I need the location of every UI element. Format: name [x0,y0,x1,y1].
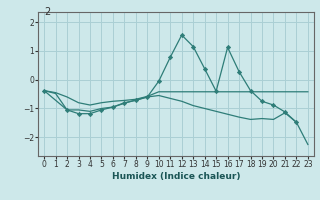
Text: 2: 2 [44,7,50,17]
X-axis label: Humidex (Indice chaleur): Humidex (Indice chaleur) [112,172,240,181]
